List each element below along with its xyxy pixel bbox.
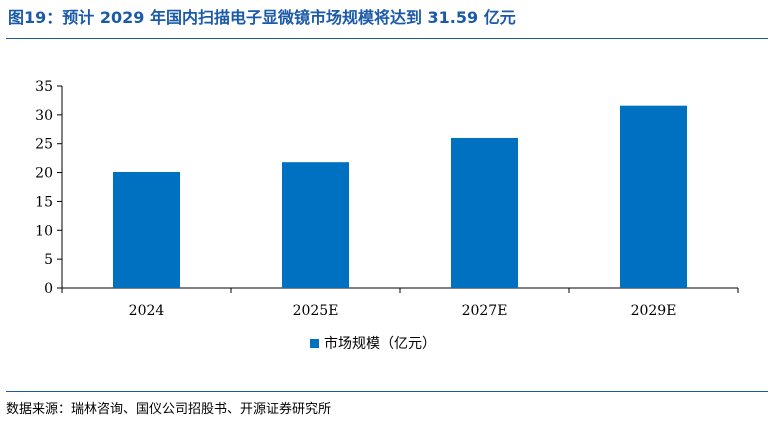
bar — [620, 105, 687, 288]
bar-chart: 0 5 10 15 20 25 30 35 2024 2025E 2027E 2029E — [35, 79, 739, 319]
x-tick-label: 2029E — [631, 303, 677, 319]
source-rule — [6, 391, 768, 392]
y-tick-label: 35 — [35, 79, 53, 95]
bar — [282, 162, 349, 288]
x-tick-label: 2027E — [462, 303, 508, 319]
title-rule — [6, 38, 768, 39]
y-tick-label: 30 — [35, 108, 53, 124]
legend-label: 市场规模（亿元） — [324, 336, 436, 352]
bar — [113, 171, 180, 288]
source-note: 数据来源：瑞林咨询、国仪公司招股书、开源证券研究所 — [6, 402, 332, 417]
x-tick-label: 2024 — [129, 303, 165, 319]
bar — [451, 137, 518, 288]
figure-title: 图19：预计 2029 年国内扫描电子显微镜市场规模将达到 31.59 亿元 — [8, 8, 516, 27]
y-tick-label: 10 — [35, 223, 53, 239]
y-tick-label: 20 — [35, 166, 53, 182]
y-tick-label: 0 — [44, 281, 53, 297]
legend-swatch — [310, 338, 319, 348]
x-tick-label: 2025E — [293, 303, 339, 319]
y-tick-label: 5 — [44, 252, 53, 268]
chart-legend: 市场规模（亿元） — [310, 333, 436, 353]
y-tick-label: 15 — [35, 194, 53, 210]
y-tick-label: 25 — [35, 137, 53, 153]
